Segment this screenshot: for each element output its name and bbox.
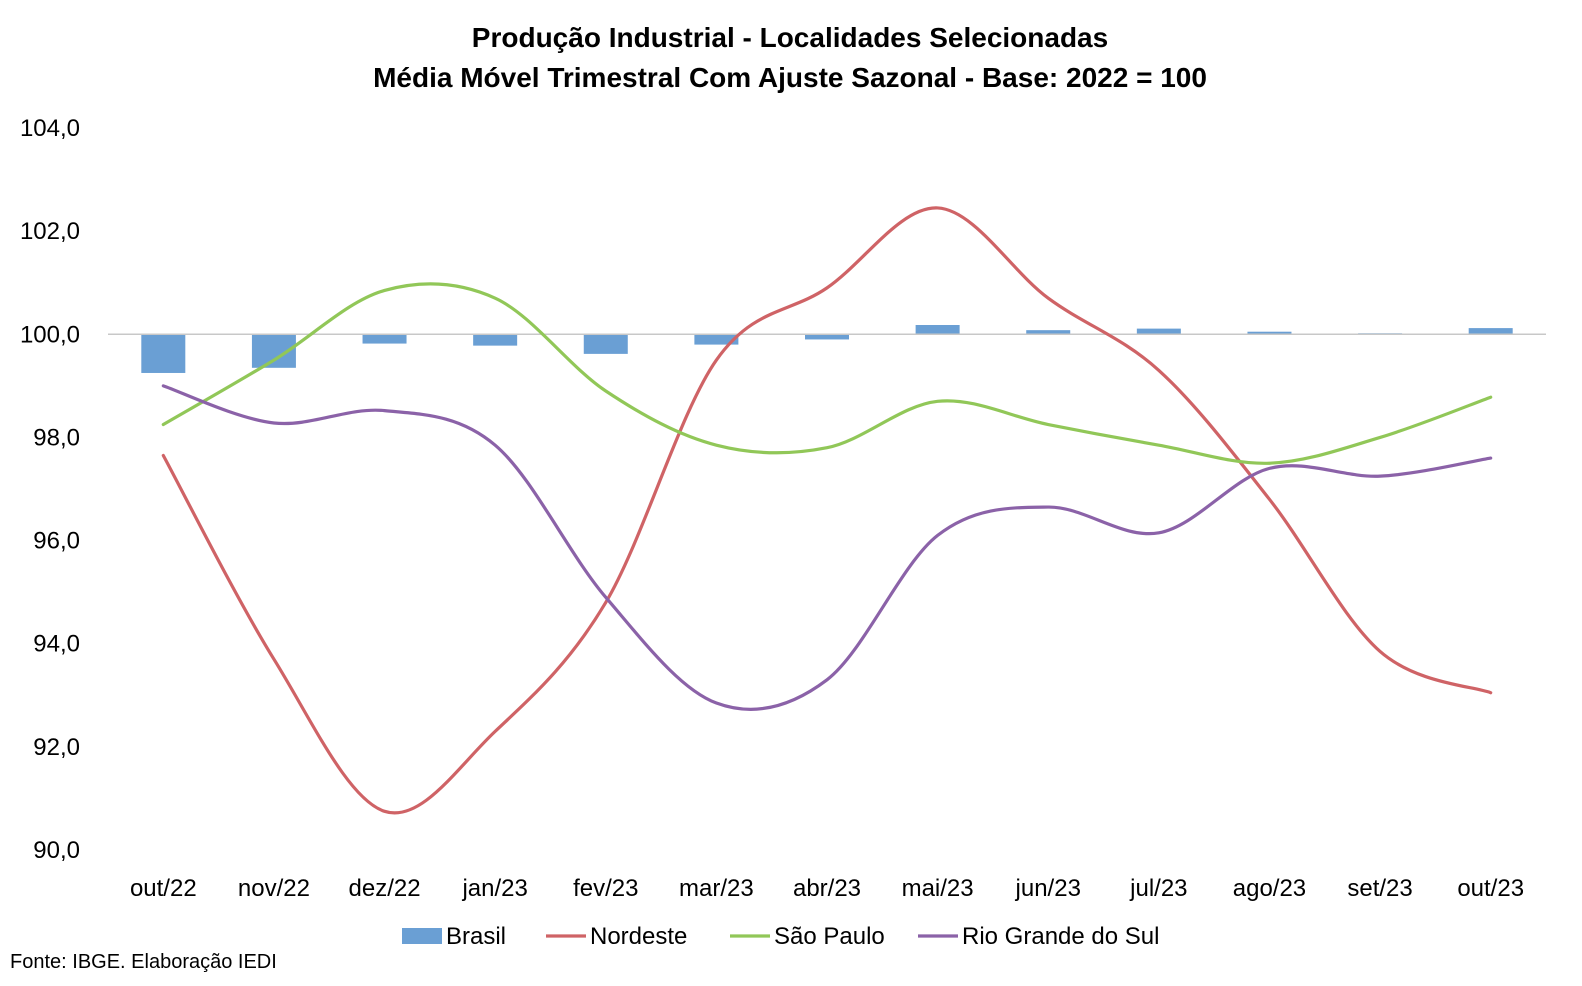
x-tick-label: jul/23: [1129, 875, 1187, 902]
x-tick-label: ago/23: [1233, 875, 1306, 902]
y-tick-label: 90,0: [33, 837, 80, 864]
y-tick-label: 104,0: [20, 115, 80, 142]
x-tick-label: jan/23: [461, 875, 527, 902]
x-tick-label: mar/23: [679, 875, 754, 902]
line-nordeste: [161, 206, 1493, 815]
bar-brasil: [1026, 330, 1071, 335]
x-tick-label: jun/23: [1015, 875, 1081, 902]
bar-brasil: [362, 334, 407, 344]
y-axis-ticks: 90,0 92,0 94,0 96,0 98,0 100,0 102,0 104,0: [20, 115, 80, 864]
x-tick-label: mai/23: [902, 875, 974, 902]
bar-brasil: [694, 334, 739, 345]
bar-brasil: [141, 334, 186, 373]
x-tick-label: fev/23: [573, 875, 638, 902]
x-tick-label: out/23: [1457, 875, 1524, 902]
x-tick-label: dez/22: [349, 875, 421, 902]
line-rio-grande-do-sul: [161, 384, 1493, 711]
chart-title: Produção Industrial - Localidades Seleci…: [472, 22, 1108, 53]
line-sao-paulo: [161, 282, 1493, 465]
x-axis-ticks: out/22 nov/22 dez/22 jan/23 fev/23 mar/23 abr/…: [130, 875, 1524, 902]
legend: Brasil Nordeste São Paulo Rio Grande do Sul: [402, 923, 1159, 950]
x-tick-label: abr/23: [793, 875, 861, 902]
y-tick-label: 98,0: [33, 424, 80, 451]
bar-brasil: [473, 334, 518, 346]
legend-swatch-brasil: [402, 928, 442, 944]
x-tick-label: set/23: [1347, 875, 1412, 902]
y-tick-label: 92,0: [33, 734, 80, 761]
y-tick-label: 96,0: [33, 528, 80, 555]
x-tick-label: nov/22: [238, 875, 310, 902]
legend-label-brasil: Brasil: [446, 923, 506, 950]
legend-label-rio-grande-do-sul: Rio Grande do Sul: [962, 923, 1159, 950]
bar-brasil: [805, 334, 849, 340]
y-tick-label: 100,0: [20, 321, 80, 348]
brasil-bars: [141, 325, 1513, 373]
bar-brasil: [1468, 328, 1513, 335]
x-tick-label: out/22: [130, 875, 197, 902]
chart-subtitle: Média Móvel Trimestral Com Ajuste Sazona…: [373, 62, 1207, 93]
y-tick-label: 94,0: [33, 631, 80, 658]
bar-brasil: [915, 325, 960, 335]
bar-brasil: [1247, 331, 1292, 335]
y-tick-label: 102,0: [20, 218, 80, 245]
bar-brasil: [583, 334, 628, 354]
source-note: Fonte: IBGE. Elaboração IEDI: [10, 951, 277, 973]
series-lines: [161, 206, 1493, 815]
legend-label-sao-paulo: São Paulo: [774, 923, 885, 950]
legend-label-nordeste: Nordeste: [590, 923, 687, 950]
bar-brasil: [1136, 328, 1181, 335]
